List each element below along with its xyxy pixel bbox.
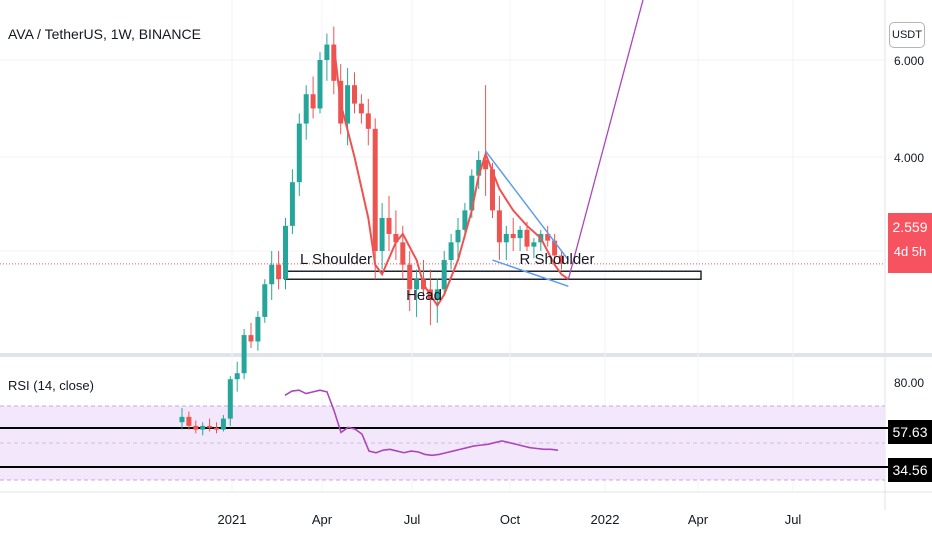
candle-body-26 bbox=[358, 103, 364, 114]
pattern-labels: L Shoulder Head R Shoulder bbox=[300, 251, 595, 304]
candle-body-6 bbox=[220, 418, 226, 430]
candle-body-31 bbox=[393, 233, 399, 243]
label-r-shoulder: R Shoulder bbox=[519, 251, 594, 268]
candle-body-0 bbox=[179, 416, 185, 423]
candlesticks[interactable] bbox=[179, 26, 565, 436]
candle-body-3 bbox=[200, 425, 206, 430]
triangle-lower-line bbox=[492, 259, 569, 287]
candle-body-21 bbox=[324, 44, 330, 60]
candle-body-42 bbox=[469, 175, 475, 211]
x-tick-label-3: Oct bbox=[500, 512, 521, 527]
candle-body-1 bbox=[186, 416, 192, 426]
candle-body-24 bbox=[345, 85, 351, 124]
candle-body-19 bbox=[310, 94, 316, 109]
rsi-band bbox=[0, 405, 885, 481]
candle-body-12 bbox=[262, 284, 268, 317]
candle-body-37 bbox=[434, 289, 440, 301]
candle-body-28 bbox=[372, 128, 378, 252]
x-tick-label-0: 2021 bbox=[218, 512, 247, 527]
candle-body-16 bbox=[289, 182, 295, 226]
y-tick-label-0: 6.000 bbox=[894, 54, 924, 68]
candle-body-38 bbox=[441, 260, 447, 290]
x-tick-label-4: 2022 bbox=[591, 512, 620, 527]
candle-body-13 bbox=[269, 264, 275, 285]
candle-body-2 bbox=[193, 425, 199, 430]
candle-body-50 bbox=[524, 229, 530, 247]
candle-body-48 bbox=[510, 233, 516, 239]
candle-body-39 bbox=[448, 242, 454, 261]
neckline-box bbox=[284, 270, 702, 280]
x-tick-label-6: Jul bbox=[785, 512, 802, 527]
candle-body-34 bbox=[414, 279, 420, 290]
candle-body-17 bbox=[296, 123, 302, 183]
candle-body-33 bbox=[407, 264, 413, 290]
rsi-line bbox=[284, 389, 559, 457]
candle-body-40 bbox=[455, 229, 461, 243]
label-head: Head bbox=[406, 287, 442, 304]
candle-body-41 bbox=[462, 210, 468, 230]
candle-body-25 bbox=[352, 85, 357, 104]
axis-labels: 2021 Apr Jul Oct 2022 Apr Jul 6.000 4.000 80.00 bbox=[218, 54, 925, 527]
rsi-series bbox=[284, 389, 559, 457]
candle-body-9 bbox=[241, 335, 247, 374]
candle-body-8 bbox=[234, 373, 240, 380]
candle-body-15 bbox=[283, 225, 288, 280]
candle-body-47 bbox=[503, 233, 509, 243]
rsi-lower-tag: 34.56 bbox=[888, 458, 932, 482]
candle-body-45 bbox=[490, 169, 495, 211]
x-tick-label-2: Jul bbox=[404, 512, 421, 527]
candle-body-32 bbox=[400, 242, 406, 265]
x-tick-label-5: Apr bbox=[688, 512, 709, 527]
candle-body-29 bbox=[379, 217, 385, 252]
candle-body-11 bbox=[255, 316, 261, 342]
candle-body-7 bbox=[227, 379, 233, 419]
candle-body-49 bbox=[517, 229, 523, 239]
currency-unit-button[interactable]: USDT bbox=[889, 22, 925, 48]
candle-body-53 bbox=[545, 233, 551, 241]
candle-body-22 bbox=[331, 44, 337, 81]
candle-body-4 bbox=[207, 425, 213, 428]
bar-countdown: 4d 5h bbox=[893, 244, 927, 259]
candle-body-10 bbox=[248, 335, 254, 342]
candle-body-27 bbox=[365, 113, 371, 129]
rsi-y-tick-label-0: 80.00 bbox=[894, 376, 924, 390]
candle-body-18 bbox=[303, 94, 309, 124]
x-tick-label-1: Apr bbox=[312, 512, 333, 527]
current-price-tag: 2.559 4d 5h bbox=[888, 213, 932, 273]
projection-line bbox=[567, 0, 644, 280]
candle-body-54 bbox=[552, 240, 558, 256]
label-l-shoulder: L Shoulder bbox=[300, 251, 372, 268]
candle-body-46 bbox=[496, 210, 502, 243]
candle-body-20 bbox=[317, 60, 323, 109]
triangle-upper-line bbox=[485, 150, 569, 261]
pattern-curve bbox=[332, 44, 569, 308]
rsi-title: RSI (14, close) bbox=[8, 378, 94, 393]
rsi-upper-tag: 57.63 bbox=[888, 420, 932, 444]
candle-body-30 bbox=[386, 217, 392, 234]
candle-body-44 bbox=[483, 160, 489, 170]
current-price-value: 2.559 bbox=[892, 219, 928, 235]
candle-body-14 bbox=[276, 264, 282, 280]
y-tick-label-1: 4.000 bbox=[894, 151, 924, 165]
pattern-overlays[interactable] bbox=[332, 0, 644, 308]
candle-body-55 bbox=[559, 255, 564, 264]
chart-title: AVA / TetherUS, 1W, BINANCE bbox=[8, 26, 201, 42]
candle-body-51 bbox=[531, 242, 537, 247]
candle-body-5 bbox=[214, 427, 219, 430]
candle-body-43 bbox=[476, 160, 482, 176]
